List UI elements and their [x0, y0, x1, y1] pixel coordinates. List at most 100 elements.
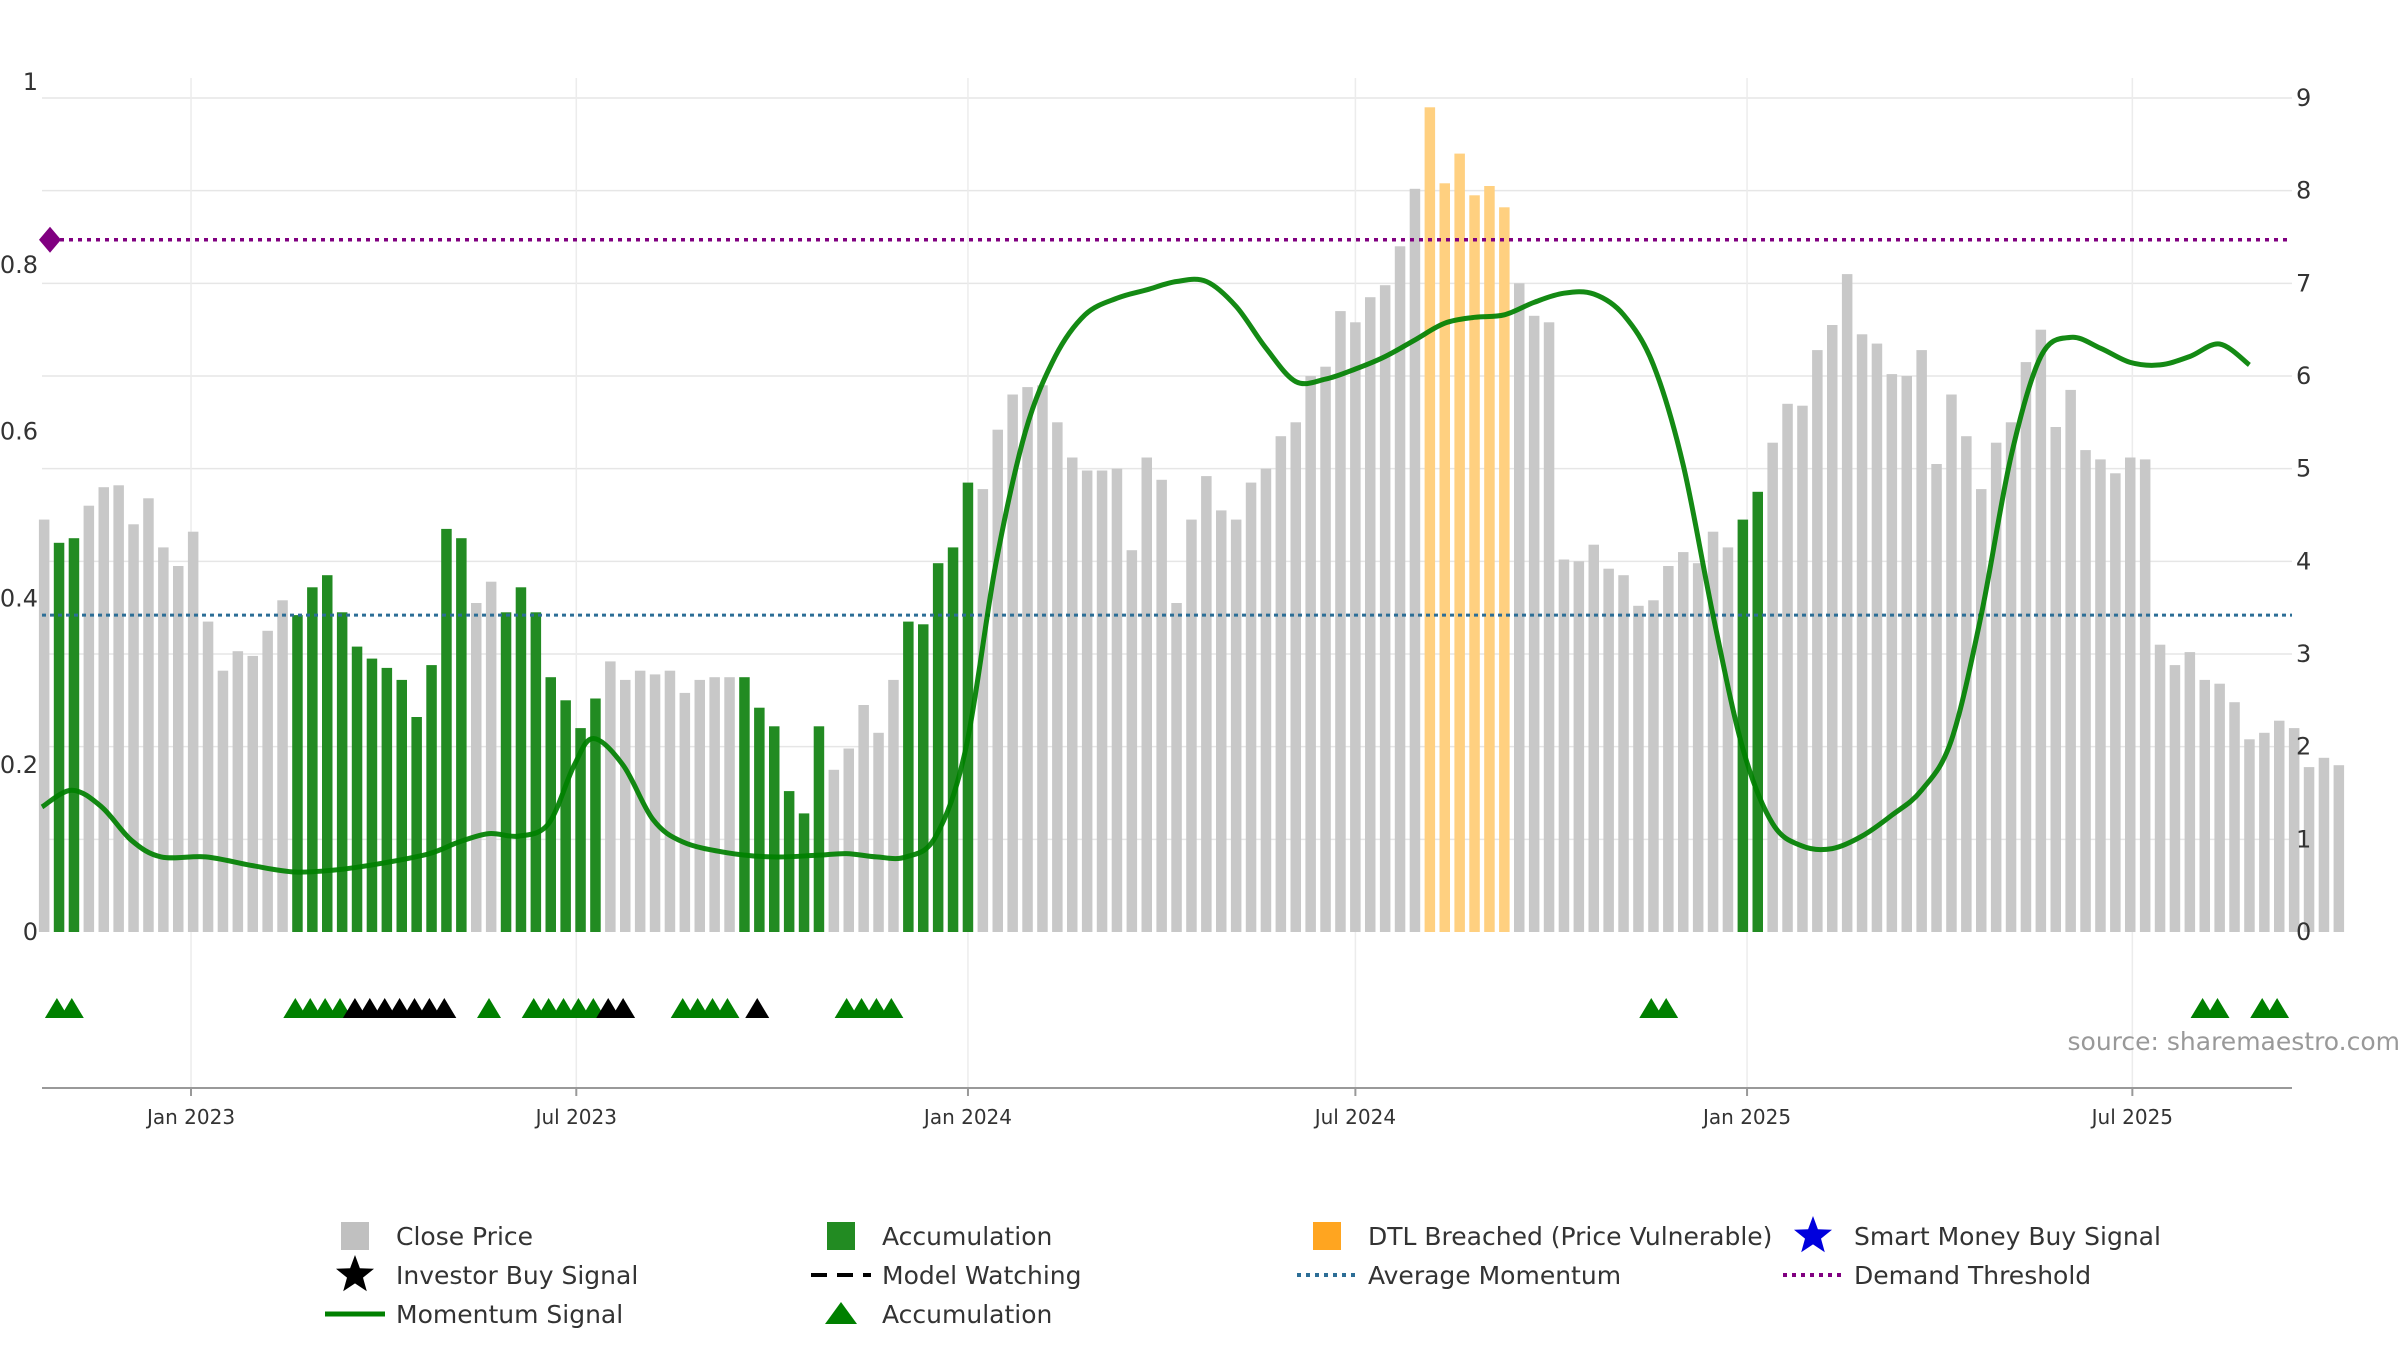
close-price-bar [218, 671, 229, 932]
close-price-bar [2155, 645, 2166, 932]
close-price-bar [1693, 563, 1704, 932]
accumulation-bar [918, 624, 929, 932]
accumulation-bar [426, 665, 437, 932]
x-tick-label: Jul 2023 [534, 1105, 617, 1129]
accumulation-bar [292, 615, 303, 932]
close-price-bar [1067, 458, 1078, 933]
accumulation-bar [903, 622, 914, 932]
dtl-breached-bar [1425, 107, 1436, 932]
close-price-bar [1723, 547, 1734, 932]
accumulation-bar [546, 677, 557, 932]
close-price-bar [248, 656, 259, 932]
close-price-bar [2110, 473, 2121, 932]
accumulation-bar [322, 575, 333, 932]
close-price-bar [2006, 422, 2017, 932]
close-price-bar [1916, 350, 1927, 932]
close-price-bar [1037, 385, 1048, 932]
accumulation-bar [54, 543, 65, 932]
close-price-bar [1812, 350, 1823, 932]
legend-investor-label: Investor Buy Signal [396, 1261, 638, 1290]
source-label: source: sharemaestro.com [2068, 1027, 2400, 1056]
y-right-tick-label: 7 [2296, 269, 2311, 297]
close-price-bar [1782, 404, 1793, 932]
close-price-bar [1261, 469, 1272, 932]
close-price-bar [2170, 665, 2181, 932]
investor-buy-marker [745, 998, 769, 1018]
close-price-bar [1246, 483, 1257, 932]
dtl-breached-bar [1440, 183, 1451, 932]
legend-avg_momentum-label: Average Momentum [1368, 1261, 1621, 1290]
accumulation-bar [307, 587, 318, 932]
close-price-bar [1946, 395, 1957, 933]
close-price-bar [724, 677, 735, 932]
accumulation-bar [397, 680, 408, 932]
dtl-breached-bar [1454, 154, 1465, 932]
close-price-bar [1633, 606, 1644, 932]
y-right-tick-label: 3 [2296, 640, 2311, 668]
legend-demand-label: Demand Threshold [1854, 1261, 2091, 1290]
x-tick-label: Jan 2025 [1701, 1105, 1791, 1129]
accumulation-bar [799, 813, 810, 932]
accumulation-bar [441, 529, 452, 932]
close-price-bar [1767, 443, 1778, 932]
y-left-tick-label: 0.4 [0, 584, 38, 612]
close-price-bar [1320, 367, 1331, 932]
close-price-bar [1842, 274, 1853, 932]
close-price-bar [1097, 471, 1108, 933]
close-price-bar [1156, 480, 1167, 932]
close-price-bar [2244, 739, 2255, 932]
close-price-bar [128, 524, 139, 932]
y-right-tick-label: 0 [2296, 918, 2311, 946]
close-price-bar [1603, 569, 1614, 932]
marker-layer [45, 998, 2289, 1018]
close-price-bar [173, 566, 184, 932]
accumulation-bar [352, 647, 363, 932]
close-price-bar [2051, 427, 2062, 932]
accumulation-marker [879, 998, 903, 1018]
close-price-bar [2125, 458, 2136, 933]
close-price-bar [1663, 566, 1674, 932]
close-price-bar [262, 631, 273, 932]
accumulation-marker [60, 998, 84, 1018]
close-price-bar [1127, 550, 1138, 932]
investor-buy-marker [432, 998, 456, 1018]
accumulation-bar [784, 791, 795, 932]
close-price-bar [84, 506, 95, 932]
close-price-bar [1171, 603, 1182, 932]
x-tick-label: Jan 2023 [145, 1105, 235, 1129]
close-price-bar [1678, 552, 1689, 932]
legend-accum_bar-label: Accumulation [882, 1222, 1052, 1251]
close-price-bar [1514, 283, 1525, 932]
legend-smart_money-icon [1794, 1216, 1832, 1252]
close-price-bar [978, 489, 989, 932]
close-price-bar [1544, 322, 1555, 932]
close-price-bar [1231, 520, 1242, 932]
y-right-tick-label: 5 [2296, 455, 2311, 483]
close-price-bar [1276, 436, 1287, 932]
legend-accum_bar-swatch [827, 1222, 855, 1250]
y-right-tick-label: 8 [2296, 177, 2311, 205]
close-price-bar [2021, 362, 2032, 932]
close-price-bar [605, 661, 616, 932]
legend-accum_tri-icon [825, 1302, 857, 1324]
close-price-bar [2319, 758, 2330, 932]
accumulation-bar [1753, 492, 1764, 932]
close-price-bar [188, 532, 199, 932]
close-price-bar [1022, 387, 1033, 932]
close-price-bar [471, 603, 482, 932]
close-price-bar [1872, 344, 1883, 932]
close-price-bar [2334, 765, 2345, 932]
y-right-tick-label: 6 [2296, 362, 2311, 390]
close-price-bar [277, 600, 288, 932]
close-price-bar [1648, 600, 1659, 932]
close-price-bar [2036, 330, 2047, 932]
close-price-bar [39, 520, 50, 932]
close-price-bar [113, 485, 124, 932]
legend-investor-icon [336, 1255, 374, 1291]
accumulation-bar [560, 700, 571, 932]
accumulation-bar [501, 612, 512, 932]
close-price-bar [1529, 316, 1540, 932]
close-price-bar [1335, 311, 1346, 932]
